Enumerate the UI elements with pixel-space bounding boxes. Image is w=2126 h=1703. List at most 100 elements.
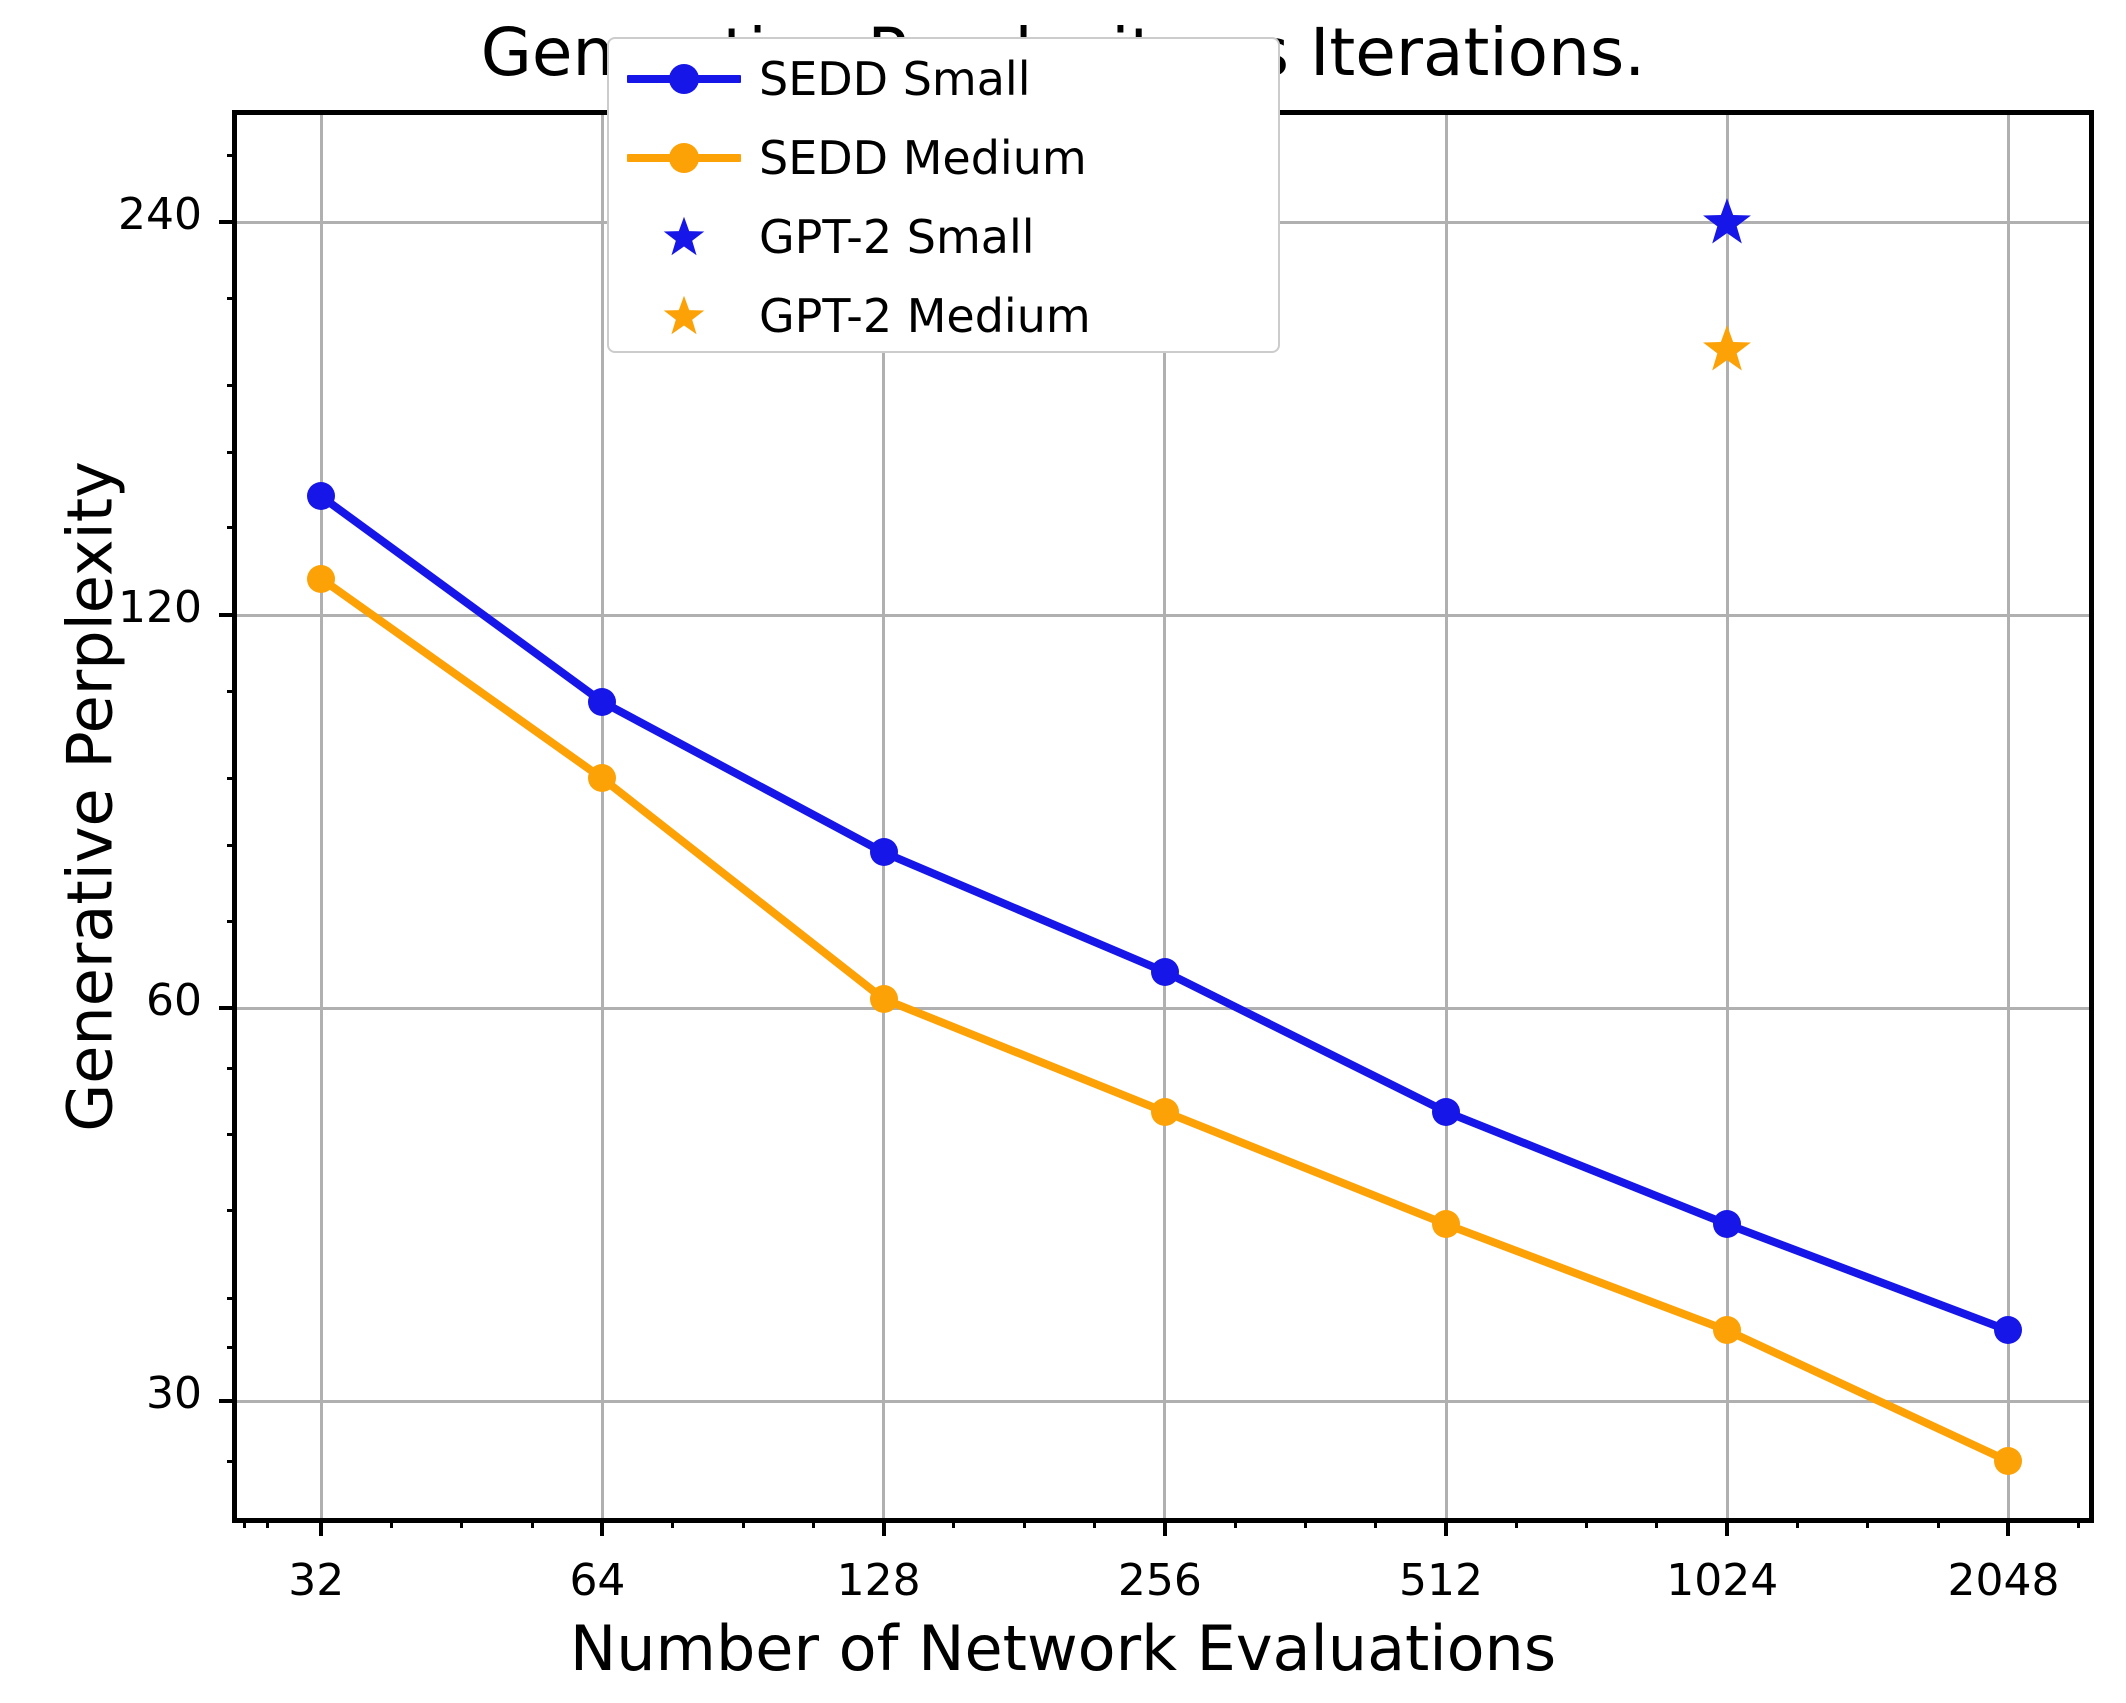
data-point xyxy=(869,985,898,1014)
legend-item-gpt2-medium[interactable]: GPT-2 Medium xyxy=(609,276,1278,355)
x-gridline xyxy=(882,115,886,1518)
y-minor-tick xyxy=(227,1296,237,1300)
x-minor-tick xyxy=(1655,1518,1659,1528)
y-minor-tick xyxy=(227,776,237,780)
legend-item-sedd-medium[interactable]: SEDD Medium xyxy=(609,118,1278,197)
x-gridline xyxy=(319,115,323,1518)
y-tick xyxy=(219,220,237,225)
x-axis-label: Number of Network Evaluations xyxy=(569,1612,1557,1685)
y-minor-tick xyxy=(227,1345,237,1349)
star-data-point xyxy=(1703,198,1752,244)
x-minor-tick xyxy=(1936,1518,1940,1528)
x-tick-label: 128 xyxy=(836,1555,921,1606)
x-minor-tick xyxy=(1303,1518,1307,1528)
x-gridline xyxy=(1163,115,1167,1518)
x-tick-label: 512 xyxy=(1399,1555,1484,1606)
x-minor-tick xyxy=(390,1518,394,1528)
legend-item-sedd-small[interactable]: SEDD Small xyxy=(609,39,1278,118)
legend-marker-gpt2-medium xyxy=(609,276,759,355)
legend-item-gpt2-small[interactable]: GPT-2 Small xyxy=(609,197,1278,276)
x-tick xyxy=(1162,1518,1167,1536)
data-point xyxy=(588,687,617,716)
y-minor-tick xyxy=(227,1066,237,1070)
star-icon xyxy=(663,295,705,334)
data-point xyxy=(307,564,336,593)
y-minor-tick xyxy=(227,843,237,847)
star-data-point xyxy=(1703,324,1752,371)
x-minor-tick xyxy=(460,1518,464,1528)
x-minor-tick xyxy=(1093,1518,1097,1528)
x-tick xyxy=(881,1518,886,1536)
data-point xyxy=(1432,1210,1461,1239)
y-minor-tick xyxy=(227,526,237,530)
y-minor-tick xyxy=(227,919,237,923)
data-point xyxy=(1994,1447,2023,1476)
data-point xyxy=(1150,957,1179,986)
x-minor-tick xyxy=(243,1518,247,1528)
data-point xyxy=(869,838,898,867)
data-point xyxy=(1150,1097,1179,1126)
y-gridline xyxy=(237,1399,2089,1403)
x-minor-tick xyxy=(952,1518,956,1528)
y-tick xyxy=(219,1399,237,1404)
y-tick xyxy=(219,613,237,618)
y-tick-label: 60 xyxy=(146,975,202,1027)
y-minor-tick xyxy=(227,154,237,158)
data-point xyxy=(588,764,617,793)
x-minor-tick xyxy=(1233,1518,1237,1528)
x-minor-tick xyxy=(1374,1518,1378,1528)
x-tick-label: 2048 xyxy=(1947,1555,2060,1606)
x-tick xyxy=(1725,1518,1730,1536)
y-tick xyxy=(219,1006,237,1011)
x-minor-tick xyxy=(530,1518,534,1528)
x-gridline xyxy=(1444,115,1448,1518)
legend-marker-sedd-medium xyxy=(609,118,759,197)
data-layer xyxy=(237,115,2089,1518)
y-minor-tick xyxy=(227,450,237,454)
x-minor-tick xyxy=(741,1518,745,1528)
x-minor-tick xyxy=(671,1518,675,1528)
y-gridline xyxy=(237,613,2089,617)
x-gridline xyxy=(1725,115,1729,1518)
data-point xyxy=(1713,1210,1742,1239)
x-tick-label: 256 xyxy=(1117,1555,1202,1606)
legend-marker-sedd-small xyxy=(609,39,759,118)
x-minor-tick xyxy=(1866,1518,1870,1528)
y-minor-tick xyxy=(227,383,237,387)
y-minor-tick xyxy=(227,689,237,693)
x-minor-tick xyxy=(1022,1518,1026,1528)
legend-label-gpt2-medium: GPT-2 Medium xyxy=(759,288,1091,343)
y-minor-tick xyxy=(227,1133,237,1137)
x-tick xyxy=(2006,1518,2011,1536)
data-point xyxy=(1994,1316,2023,1345)
y-tick-label: 240 xyxy=(118,189,202,241)
x-tick-label: 1024 xyxy=(1666,1555,1779,1606)
star-icon xyxy=(663,216,705,255)
x-minor-tick xyxy=(1514,1518,1518,1528)
x-minor-tick xyxy=(265,1518,269,1528)
x-tick-label: 64 xyxy=(569,1555,626,1606)
x-gridline xyxy=(2006,115,2010,1518)
legend-label-sedd-medium: SEDD Medium xyxy=(759,130,1087,185)
legend-label-gpt2-small: GPT-2 Small xyxy=(759,209,1035,264)
y-tick-label: 120 xyxy=(118,582,202,634)
data-point xyxy=(1713,1316,1742,1345)
x-tick xyxy=(600,1518,605,1536)
x-minor-tick xyxy=(811,1518,815,1528)
chart-legend: SEDD Small SEDD Medium GPT-2 Small xyxy=(607,37,1280,353)
x-tick xyxy=(319,1518,324,1536)
x-minor-tick xyxy=(1796,1518,1800,1528)
data-point xyxy=(307,482,336,511)
x-gridline xyxy=(600,115,604,1518)
y-gridline xyxy=(237,1006,2089,1010)
y-minor-tick xyxy=(227,1209,237,1213)
legend-label-sedd-small: SEDD Small xyxy=(759,51,1031,106)
y-tick-label: 30 xyxy=(146,1368,202,1420)
y-minor-tick xyxy=(227,296,237,300)
data-point xyxy=(1432,1097,1461,1126)
y-axis-label: Generative Perplexity xyxy=(53,461,127,1132)
x-minor-tick xyxy=(2077,1518,2081,1528)
x-minor-tick xyxy=(1585,1518,1589,1528)
y-minor-tick xyxy=(227,1459,237,1463)
